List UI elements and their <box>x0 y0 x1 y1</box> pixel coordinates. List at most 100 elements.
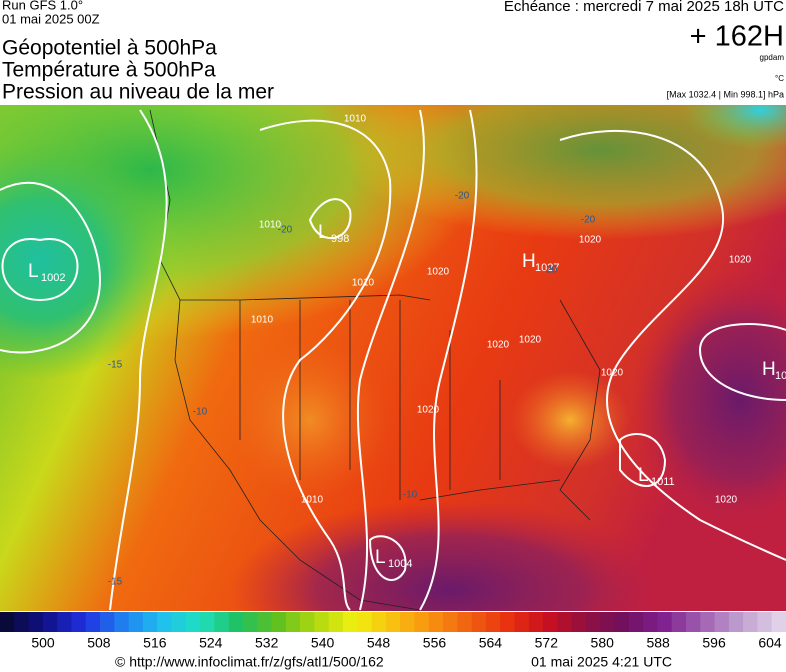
colorbar-swatch <box>185 612 201 632</box>
colorbar-swatch <box>100 612 115 632</box>
isobar-label: 1010 <box>259 220 282 231</box>
center-value: 1011 <box>651 476 675 488</box>
isobar-label: 1010 <box>251 315 274 326</box>
colorbar-swatch <box>557 612 573 632</box>
isobar-label: 1020 <box>715 495 738 506</box>
footer-url: © http://www.infoclimat.fr/z/gfs/atl1/50… <box>115 654 384 670</box>
colorbar-swatch <box>242 612 258 632</box>
center-value: 1004 <box>388 558 412 570</box>
colorbar-swatch <box>771 612 786 632</box>
colorbar-swatch <box>543 612 558 632</box>
pressure-range: [Max 1032.4 | Min 998.1] hPa <box>667 89 784 99</box>
unit-temp: °C <box>775 74 784 83</box>
title: Pression au niveau de la mer <box>2 81 274 104</box>
center-type: L <box>638 465 649 486</box>
colorbar-swatch <box>385 612 401 632</box>
colorbar-label: 500 <box>31 635 55 651</box>
colorbar-label: 596 <box>702 635 726 651</box>
footer-date: 01 mai 2025 4:21 UTC <box>531 654 672 670</box>
colorbar-swatch <box>314 612 330 632</box>
colorbar-label: 572 <box>535 635 559 651</box>
colorbar-swatch <box>257 612 273 632</box>
isobar-label: 1010 <box>301 495 324 506</box>
isobar-label: 1010 <box>344 114 367 125</box>
center-type: H <box>522 251 536 272</box>
colorbar-swatch <box>528 612 544 632</box>
colorbar-swatch <box>600 612 616 632</box>
colorbar-swatch <box>714 612 730 632</box>
colorbar-swatch <box>200 612 215 632</box>
center-value: 10 <box>775 370 786 382</box>
colorbar-swatch <box>114 612 130 632</box>
isobar-label: 1020 <box>487 340 510 351</box>
center-value: 998 <box>331 233 349 245</box>
colorbar-swatch <box>743 612 758 632</box>
center-value: 1002 <box>41 272 65 284</box>
colorbar-swatch <box>42 612 58 632</box>
colorbar-swatch <box>471 612 487 632</box>
isobar-label: 1010 <box>352 278 375 289</box>
colorbar-swatch <box>85 612 101 632</box>
colorbar-swatch <box>443 612 458 632</box>
colorbar-swatch <box>585 612 601 632</box>
colorbar-swatch <box>700 612 716 632</box>
colorbar-swatch <box>285 612 301 632</box>
colorbar-swatch <box>300 612 315 632</box>
temp-label: -10 <box>403 490 418 501</box>
colorbar-swatch <box>685 612 701 632</box>
isobar-label: 1020 <box>601 368 624 379</box>
colorbar-swatch <box>357 612 373 632</box>
center-type: H <box>762 359 776 380</box>
center-type: L <box>318 222 329 243</box>
colorbar-swatch <box>485 612 501 632</box>
colorbar-swatch <box>400 612 415 632</box>
echeance: Echéance : mercredi 7 mai 2025 18h UTC <box>504 0 784 15</box>
colorbar-label: 516 <box>143 635 167 651</box>
colorbar-swatch <box>171 612 187 632</box>
colorbar-label: 548 <box>367 635 391 651</box>
colorbar-label: 604 <box>758 635 782 651</box>
colorbar-swatch <box>643 612 658 632</box>
temp-label: -20 <box>455 191 470 202</box>
colorbar: 500 508 516 524 532 540 548 556 564 572 580 588 596 6… <box>0 612 786 651</box>
colorbar-label: 556 <box>423 635 447 651</box>
colorbar-swatch <box>328 612 344 632</box>
colorbar-swatch <box>500 612 515 632</box>
colorbar-swatch <box>342 612 358 632</box>
colorbar-swatch <box>414 612 430 632</box>
colorbar-swatch <box>628 612 644 632</box>
colorbar-swatch <box>571 612 587 632</box>
colorbar-swatch <box>157 612 172 632</box>
colorbar-label: 508 <box>87 635 111 651</box>
colorbar-swatch <box>271 612 287 632</box>
colorbar-swatch <box>428 612 444 632</box>
colorbar-label: 540 <box>311 635 335 651</box>
title: Température à 500hPa <box>2 59 216 82</box>
temp-label: -20 <box>278 225 293 236</box>
colorbar-swatch <box>728 612 744 632</box>
colorbar-swatch <box>457 612 473 632</box>
colorbar-swatch <box>757 612 773 632</box>
colorbar-label: 564 <box>479 635 503 651</box>
temp-label: -15 <box>108 360 123 371</box>
isobar-label: 1020 <box>579 235 602 246</box>
colorbar-swatch <box>214 612 230 632</box>
colorbar-swatch <box>514 612 530 632</box>
colorbar-swatch <box>128 612 144 632</box>
temp-label: -10 <box>193 407 208 418</box>
center-type: L <box>28 261 39 282</box>
colorbar-label: 588 <box>646 635 670 651</box>
isobar-label: 1020 <box>729 255 752 266</box>
isobar-label: 1020 <box>427 267 450 278</box>
colorbar-swatch <box>657 612 673 632</box>
colorbar-swatch <box>142 612 158 632</box>
run-date: 01 mai 2025 00Z <box>2 11 100 26</box>
colorbar-swatch <box>28 612 44 632</box>
colorbar-swatch <box>371 612 387 632</box>
title: Géopotentiel à 500hPa <box>2 37 217 60</box>
colorbar-label: 524 <box>199 635 223 651</box>
colorbar-swatch <box>14 612 30 632</box>
